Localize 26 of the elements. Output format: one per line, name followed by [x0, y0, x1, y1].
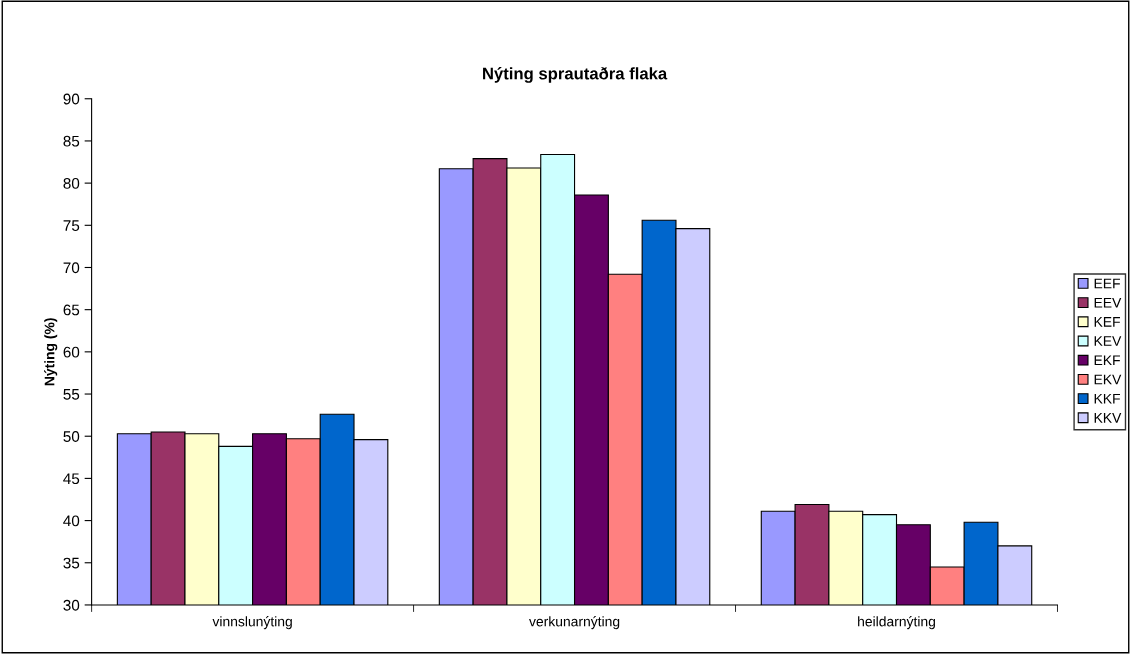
y-tick-label: 80 — [63, 177, 80, 189]
legend-label: EKF — [1094, 355, 1120, 366]
y-tick-label: 40 — [63, 515, 80, 527]
y-tick-label: 70 — [63, 262, 80, 274]
legend-label: KEF — [1094, 317, 1120, 327]
y-tick-label: 50 — [63, 431, 80, 442]
y-tick-label: 35 — [63, 557, 80, 569]
y-tick-label: 55 — [63, 389, 80, 400]
y-tick-label: 30 — [63, 599, 80, 611]
y-axis-title: Nýting (%) — [44, 318, 58, 386]
x-tick-label: heildarnýting — [858, 616, 935, 630]
chart-title: Nýting sprautaðra flaka — [483, 67, 668, 83]
y-tick-label: 85 — [63, 135, 80, 147]
legend-label: KEV — [1094, 336, 1122, 346]
legend-label: KKV — [1094, 413, 1122, 423]
x-tick-label: vinnslunýting — [212, 616, 292, 630]
x-tick-label: verkunarnýting — [529, 616, 620, 630]
y-tick-label: 65 — [63, 304, 80, 316]
legend-label: EKV — [1094, 374, 1122, 385]
legend-label: EEF — [1094, 278, 1120, 289]
y-tick-label: 60 — [63, 346, 80, 358]
y-tick-label: 75 — [63, 220, 80, 231]
y-tick-label: 45 — [63, 473, 80, 485]
legend-label: EEV — [1094, 297, 1122, 308]
legend-label: KKF — [1094, 393, 1120, 404]
y-tick-label: 90 — [63, 93, 80, 105]
